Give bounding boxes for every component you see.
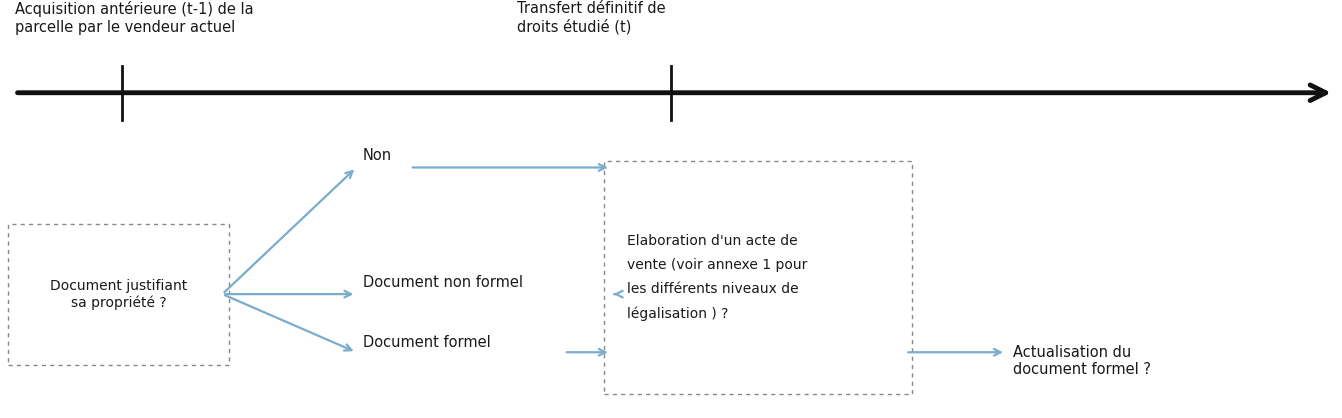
Text: Document non formel: Document non formel bbox=[362, 275, 523, 290]
FancyBboxPatch shape bbox=[604, 161, 913, 394]
Text: Non: Non bbox=[362, 148, 392, 163]
Text: Transfert définitif de
droits étudié (t): Transfert définitif de droits étudié (t) bbox=[517, 1, 666, 34]
Text: Elaboration d'un acte de
vente (voir annexe 1 pour
les différents niveaux de
lég: Elaboration d'un acte de vente (voir ann… bbox=[627, 234, 807, 321]
FancyBboxPatch shape bbox=[8, 224, 229, 365]
Text: Acquisition antérieure (t-1) de la
parcelle par le vendeur actuel: Acquisition antérieure (t-1) de la parce… bbox=[15, 1, 254, 35]
Text: Document justifiant
sa propriété ?: Document justifiant sa propriété ? bbox=[50, 279, 187, 309]
Text: Document formel: Document formel bbox=[362, 335, 491, 350]
Text: Actualisation du
document formel ?: Actualisation du document formel ? bbox=[1012, 345, 1150, 377]
